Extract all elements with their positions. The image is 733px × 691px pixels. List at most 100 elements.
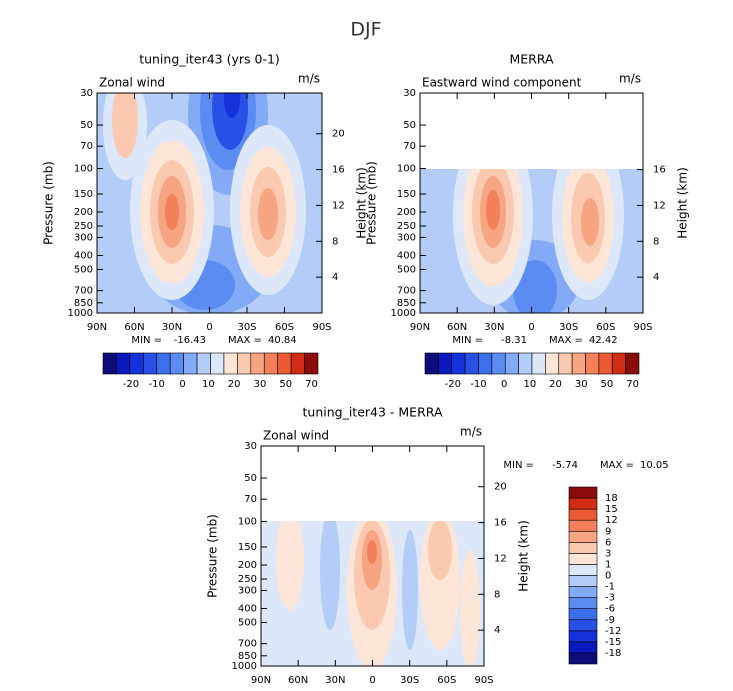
x-tick-label: 90S (633, 322, 652, 333)
figure-title: DJF (350, 19, 381, 41)
x-tick-label: 60S (596, 322, 615, 333)
colorbar-label: 50 (601, 379, 614, 390)
max-label: MAX = (228, 335, 262, 346)
y2-tick-label: 8 (494, 589, 500, 600)
min-label: MIN = (131, 335, 162, 346)
colorbar-box (438, 352, 453, 375)
panel-title: tuning_iter43 (yrs 0-1) (139, 52, 280, 67)
colorbar-box (451, 352, 466, 375)
colorbar-label: -20 (123, 379, 139, 390)
colorbar-label: 70 (626, 379, 639, 390)
colorbar-box (568, 597, 598, 609)
y-tick-label: 30 (80, 88, 93, 99)
max-value: 42.42 (589, 335, 618, 346)
y2-tick-label: 16 (653, 165, 666, 176)
panel-title: MERRA (509, 52, 554, 67)
colorbar-box (568, 486, 598, 499)
colorbar-box (237, 352, 252, 375)
y-tick-label: 50 (403, 120, 416, 131)
y2-tick-label: 4 (494, 625, 500, 636)
y-tick-label: 400 (74, 251, 93, 262)
colorbar-label: -18 (605, 648, 621, 659)
colorbar-label: -10 (149, 379, 165, 390)
min-value: -16.43 (174, 335, 206, 346)
y-tick-label: 200 (397, 207, 416, 218)
colorbar-box (464, 352, 479, 375)
x-tick-label: 60N (124, 322, 144, 333)
colorbar-label: -20 (445, 379, 461, 390)
colorbar-label: -6 (605, 604, 615, 615)
colorbar-label: 6 (605, 537, 611, 548)
y-tick-label: 700 (397, 286, 416, 297)
x-tick-label: 90N (87, 322, 107, 333)
colorbar-box (558, 352, 573, 375)
min-value: -8.31 (501, 335, 527, 346)
colorbar-box (568, 652, 598, 665)
x-tick-label: 60N (447, 322, 467, 333)
x-tick-label: 0 (528, 322, 534, 333)
colorbar-label: 0 (179, 379, 185, 390)
y2-tick-label: 4 (332, 272, 338, 283)
colorbar-box (156, 352, 171, 375)
y-tick-label: 70 (403, 141, 416, 152)
panel-subtitle: Zonal wind (99, 76, 165, 90)
y2-tick-label: 20 (494, 482, 507, 493)
y-tick-label: 700 (74, 286, 93, 297)
colorbar-box (196, 352, 211, 375)
y-tick-label: 200 (74, 207, 93, 218)
y2-tick-label: 12 (332, 200, 345, 211)
y-tick-label: 250 (238, 574, 257, 585)
colorbar-box (290, 352, 305, 375)
units: m/s (460, 425, 482, 439)
colorbar-box (531, 352, 546, 375)
y-tick-label: 30 (403, 88, 416, 99)
x-tick-label: 60S (275, 322, 294, 333)
y2-axis-label: Height (km) (676, 167, 690, 238)
x-tick-label: 30S (559, 322, 578, 333)
x-tick-label: 30N (325, 675, 345, 686)
contour-field (261, 521, 484, 666)
y-tick-label: 50 (80, 120, 93, 131)
colorbar-box (568, 553, 598, 565)
colorbar-label: -12 (605, 626, 621, 637)
colorbar-label: 20 (228, 379, 241, 390)
y-tick-label: 1000 (232, 661, 257, 672)
y-tick-label: 150 (74, 189, 93, 200)
colorbar-box (129, 352, 144, 375)
colorbar-label: -3 (605, 593, 615, 604)
y-tick-label: 300 (74, 232, 93, 243)
colorbar-label: 12 (605, 515, 618, 526)
y-tick-label: 850 (397, 298, 416, 309)
colorbar-box (568, 641, 598, 654)
x-tick-label: 30N (484, 322, 504, 333)
panel-title: tuning_iter43 - MERRA (303, 405, 443, 420)
y-axis-label: Pressure (mb) (206, 514, 220, 598)
y2-tick-label: 16 (332, 165, 345, 176)
colorbar-label: 1 (605, 559, 611, 570)
y-tick-label: 250 (74, 221, 93, 232)
y-tick-label: 500 (74, 265, 93, 276)
colorbar-box (598, 352, 613, 375)
y-tick-label: 400 (238, 604, 257, 615)
colorbar-box (568, 608, 598, 621)
colorbar-box (585, 352, 600, 375)
colorbar-box (183, 352, 198, 375)
colorbar-label: 50 (279, 379, 292, 390)
colorbar-box (169, 352, 184, 375)
colorbar-box (611, 352, 626, 375)
x-tick-label: 30S (400, 675, 419, 686)
y2-tick-label: 12 (494, 553, 507, 564)
x-tick-label: 90S (312, 322, 331, 333)
x-tick-label: 0 (206, 322, 212, 333)
y-tick-label: 400 (397, 251, 416, 262)
colorbar-box (568, 586, 598, 598)
colorbar-label: 0 (605, 571, 611, 582)
x-tick-label: 90S (474, 675, 493, 686)
colorbar-box (143, 352, 158, 375)
x-tick-label: 30N (162, 322, 182, 333)
colorbar-label: 10 (523, 379, 536, 390)
x-tick-label: 60S (437, 675, 456, 686)
y-tick-label: 150 (238, 542, 257, 553)
y-tick-label: 200 (238, 560, 257, 571)
panel-subtitle: Eastward wind component (422, 76, 582, 90)
